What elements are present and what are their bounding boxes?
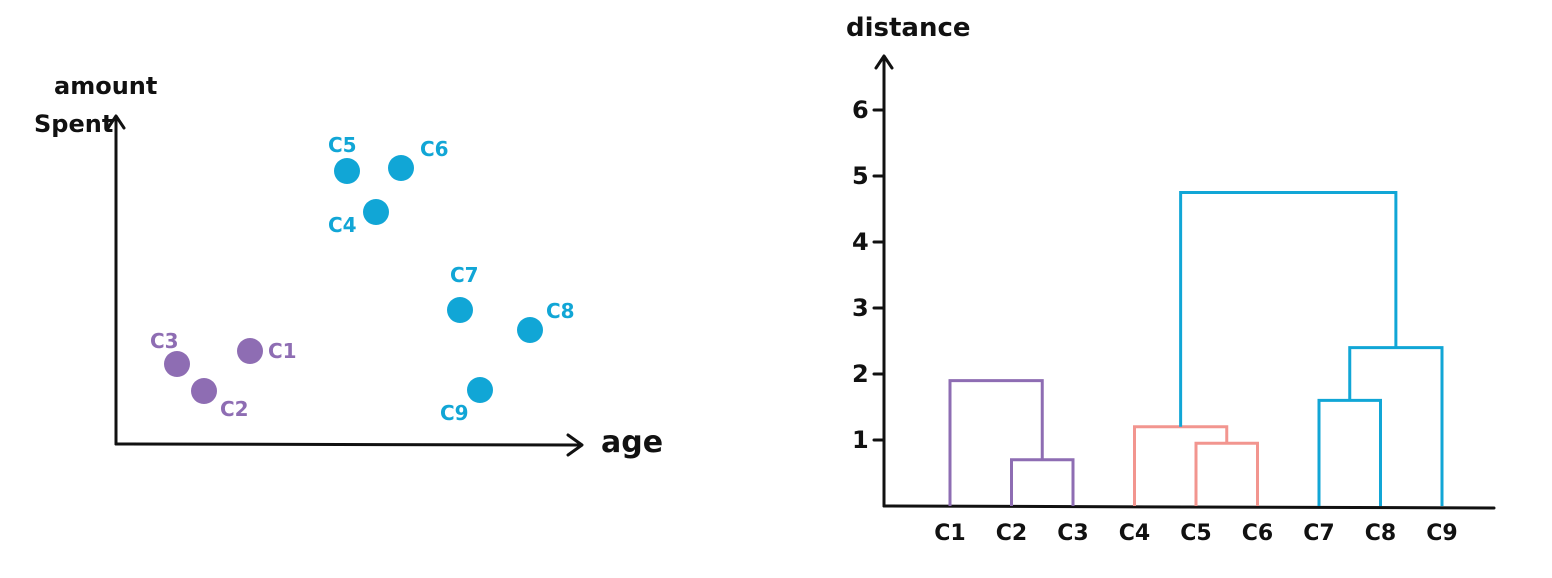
dendrogram-y-label: distance: [846, 13, 971, 43]
scatter-x-axis-arrow: [566, 433, 584, 457]
dendrogram-link-c5-c6: [1194, 441, 1259, 506]
scatter-point-c2: [191, 378, 217, 404]
dendrogram-leaf-c2: C2: [996, 521, 1027, 546]
dendrogram-link-c1-c2_c3: [948, 379, 1044, 506]
scatter-point-label-c6: C6: [420, 137, 449, 161]
scatter-point-label-c2: C2: [220, 397, 249, 421]
dendrogram-leaf-c1: C1: [934, 521, 965, 546]
scatter-point-label-c1: C1: [268, 339, 297, 363]
scatter-point-c1: [237, 338, 263, 364]
dendrogram-leaf-c5: C5: [1180, 521, 1211, 546]
scatter-x-label: age: [601, 425, 663, 460]
scatter-x-axis: [114, 442, 582, 447]
dendrogram-x-axis: [882, 504, 1496, 510]
scatter-y-label-line1: amount: [54, 72, 157, 100]
scatter-point-c4: [363, 199, 389, 225]
dendrogram-link-c7_c8-c9: [1348, 346, 1444, 506]
dendrogram-leaf-c4: C4: [1119, 521, 1150, 546]
scatter-points: C1 C2 C3 C4 C5 C6 C7 C8 C9: [150, 133, 575, 425]
dendrogram-tick-label-6: 6: [852, 96, 869, 124]
scatter-point-c9: [467, 377, 493, 403]
scatter-point-c5: [334, 158, 360, 184]
scatter-point-label-c7: C7: [450, 263, 479, 287]
dendrogram-tick-label-3: 3: [852, 294, 869, 322]
scatter-y-label-line2: Spent: [34, 110, 113, 138]
scatter-y-axis-arrow: [106, 114, 126, 130]
scatter-point-label-c8: C8: [546, 299, 575, 323]
dendrogram-tick-label-2: 2: [852, 360, 869, 388]
scatter-point-label-c3: C3: [150, 329, 179, 353]
dendrogram-leaf-c7: C7: [1303, 521, 1334, 546]
dendrogram-link-c7-c8: [1317, 398, 1382, 506]
dendrogram-tick-label-4: 4: [852, 228, 869, 256]
dendrogram-y-axis-arrow: [874, 54, 894, 70]
dendrogram-leaf-c9: C9: [1426, 521, 1457, 546]
dendrogram-leaf-labels: C1 C2 C3 C4 C5 C6 C7 C8 C9: [934, 521, 1457, 546]
scatter-point-label-c4: C4: [328, 213, 357, 237]
scatter-point-c8: [517, 317, 543, 343]
scatter-point-c6: [388, 155, 414, 181]
dendrogram-link-c4_c5_c6-c7_c8_c9: [1179, 191, 1398, 427]
dendrogram-leaf-c3: C3: [1057, 521, 1088, 546]
scatter-point-c3: [164, 351, 190, 377]
scatter-point-label-c9: C9: [440, 401, 469, 425]
scatter-point-label-c5: C5: [328, 133, 357, 157]
dendrogram-link-c2-c3: [1010, 458, 1075, 506]
dendrogram-leaf-c8: C8: [1365, 521, 1396, 546]
dendrogram-tick-label-1: 1: [852, 426, 869, 454]
dendrogram-ticks: 1 2 3 4 5 6: [852, 96, 886, 454]
dendrogram-leaf-c6: C6: [1242, 521, 1273, 546]
dendrogram-link-c4-c5_c6: [1133, 425, 1229, 506]
scatter-point-c7: [447, 297, 473, 323]
dendrogram-links: [948, 191, 1444, 506]
dendrogram: distance 1 2 3 4 5 6 C1 C2 C3 C4 C5 C6 C7 C8 C9: [846, 13, 1496, 546]
scatter-plot: amount Spent age C1 C2 C3 C4 C5 C6 C7 C8 C9: [34, 72, 663, 460]
dendrogram-tick-label-5: 5: [852, 162, 869, 190]
